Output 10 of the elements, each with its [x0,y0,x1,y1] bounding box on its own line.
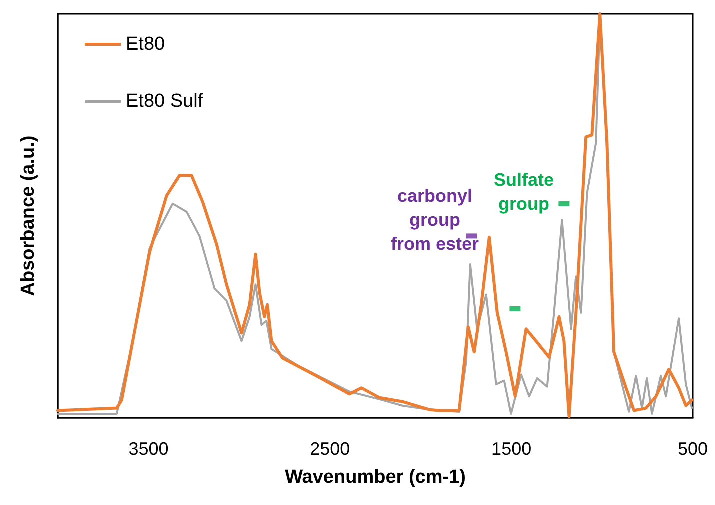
legend-label: Et80 Sulf [126,91,204,112]
x-axis-title: Wavenumber (cm-1) [285,467,466,488]
y-axis-title: Absorbance (a.u.) [18,136,39,296]
legend-label: Et80 [126,34,166,55]
annotation: carbonyl group from ester [390,186,480,254]
x-tick-label: 2500 [310,439,350,459]
x-tick-label: 500 [678,439,708,459]
x-tick-label: 1500 [492,439,532,459]
x-tick-label: 3500 [128,439,169,459]
annotation: Sulfate group [494,170,554,214]
